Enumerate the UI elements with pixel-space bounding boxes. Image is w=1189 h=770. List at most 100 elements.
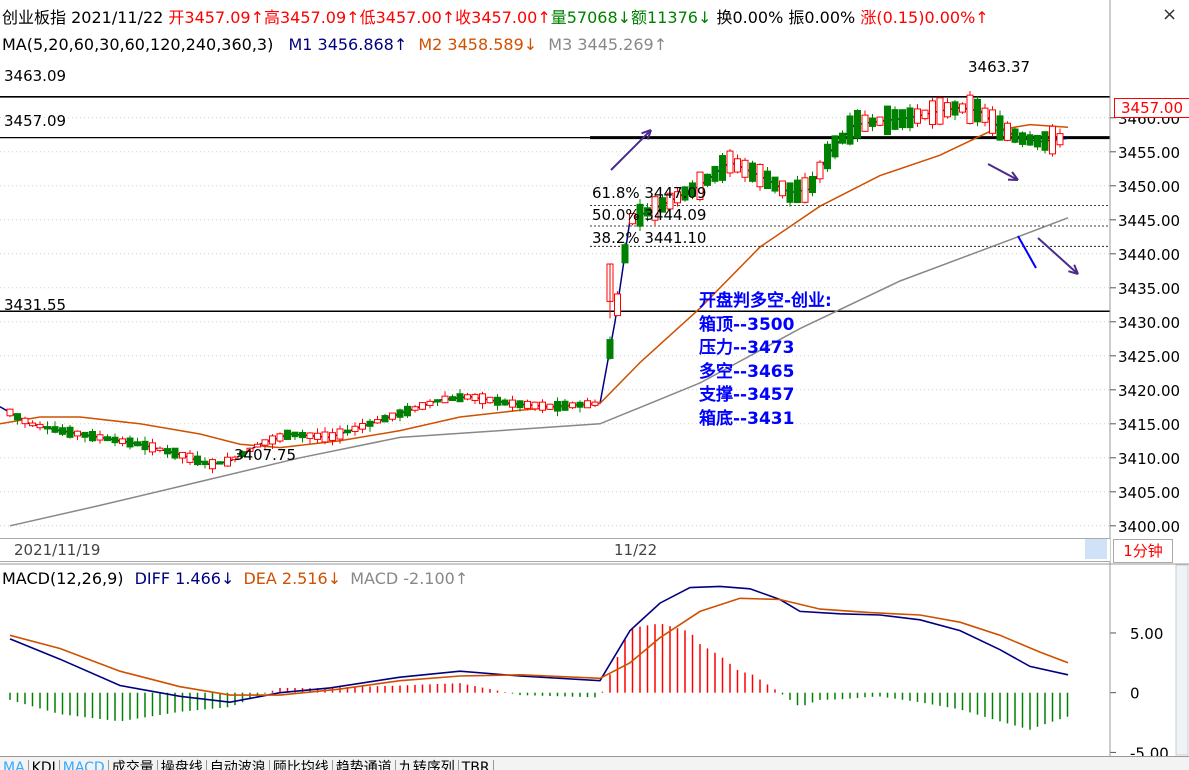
high-marker: 3463.37 [968,58,1030,76]
candle-body [945,103,951,117]
candle-body [907,108,913,128]
candle-body [300,433,306,438]
period-selector[interactable]: 1分钟 [1113,539,1173,563]
candle-body [135,442,141,446]
candle-body [1042,132,1048,151]
candle-body [30,423,36,426]
candle-body [90,431,96,440]
date-label-1: 2021/11/19 [14,541,100,559]
candle-body [840,133,846,143]
candle-body [52,427,58,433]
candle-body [802,178,808,202]
candle-body [345,430,351,433]
scroll-thumb[interactable] [1085,539,1107,559]
macd-scrollbar [1176,565,1188,755]
candle-body [502,400,508,405]
y-tick-label: 3420.00 [1118,382,1180,400]
candle-body [930,101,936,125]
candle-body [577,402,583,407]
arrow-down-1 [988,164,1018,180]
candle-body [607,340,613,359]
candle-body [847,116,853,144]
y-tick-label: 3440.00 [1118,246,1180,264]
level-label-3463: 3463.09 [4,67,66,85]
candle-body [885,106,891,135]
candle-body [105,437,111,441]
candle-body [592,402,598,405]
y-tick-label: 3430.00 [1118,314,1180,332]
candle-body [210,460,216,469]
candle-body [727,151,733,173]
macd-value: MACD -2.100↑ [350,569,468,588]
candle-body [585,401,591,408]
candle-body [742,160,748,177]
candle-body [720,156,726,181]
candle-body [45,427,51,429]
candle-body [337,429,343,439]
candle-body [202,461,208,464]
macd-tick-label: 0 [1130,685,1140,703]
macd-params: MACD(12,26,9) [2,569,124,588]
arrow-up [611,130,651,170]
candle-body [360,424,366,430]
fib-382: 38.2% 3441.10 [592,229,706,247]
candle-body [7,409,13,416]
candle-body [510,400,516,407]
level-label-3431: 3431.55 [4,296,66,314]
candle-body [855,111,861,139]
macd-line-dea [10,598,1068,695]
candle-body [1020,133,1026,145]
candle-body [795,180,801,202]
fib-500: 50.0% 3444.09 [592,206,706,224]
date-axis [0,538,1110,562]
candle-body [180,452,186,458]
candle-body [750,163,756,181]
candle-body [165,449,171,454]
candle-body [375,420,381,423]
candle-body [757,164,763,186]
candle-body [570,403,576,408]
candle-body [1057,134,1063,145]
candle-body [22,418,28,423]
candle-body [615,294,621,316]
candle-body [37,424,43,427]
candle-body [315,433,321,439]
candle-body [915,109,921,123]
candle-body [960,104,966,112]
candle-body [97,435,103,440]
candle-body [120,439,126,444]
candle-body [810,177,816,193]
candle-body [352,426,358,431]
candle-body [420,403,426,410]
candle-body [922,110,928,118]
candle-body [292,432,298,437]
candle-body [832,136,838,157]
y-tick-label: 3425.00 [1118,348,1180,366]
candle-body [1005,123,1011,140]
candle-body [450,397,456,401]
y-tick-label: 3400.00 [1118,518,1180,536]
candle-body [982,108,988,122]
current-price-tag: 3457.00 [1114,98,1189,118]
candle-body [787,183,793,202]
candle-body [225,457,231,466]
candle-body [60,428,66,435]
blue-stroke [1018,236,1036,268]
candle-body [472,394,478,400]
candle-body [990,110,996,133]
candle-body [412,407,418,410]
candle-body [622,245,628,263]
candle-body [517,401,523,408]
candle-body [712,166,718,181]
candle-body [465,395,471,399]
candle-body [397,410,403,417]
candle-body [952,102,958,115]
candle-body [817,162,823,179]
candle-body [390,413,396,419]
candle-body [997,116,1003,140]
candle-body [330,433,336,441]
low-marker: 3407.75 [234,446,296,464]
candle-body [1027,135,1033,145]
y-tick-label: 3405.00 [1118,484,1180,502]
candle-body [67,427,73,437]
